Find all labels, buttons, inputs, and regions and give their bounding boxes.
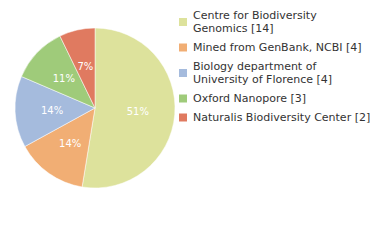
svg-text:14%: 14% <box>59 138 81 149</box>
svg-text:14%: 14% <box>41 105 63 116</box>
svg-text:Mined from GenBank, NCBI [4]: Mined from GenBank, NCBI [4] <box>193 41 362 54</box>
svg-text:Genomics [14]: Genomics [14] <box>193 22 274 35</box>
svg-text:11%: 11% <box>53 73 75 84</box>
svg-text:University of Florence [4]: University of Florence [4] <box>193 73 332 86</box>
svg-text:Naturalis Biodiversity Center: Naturalis Biodiversity Center [2] <box>193 111 370 124</box>
svg-text:7%: 7% <box>77 61 93 72</box>
svg-text:Biology department of: Biology department of <box>193 60 320 73</box>
svg-text:Centre for Biodiversity: Centre for Biodiversity <box>193 9 320 22</box>
svg-text:51%: 51% <box>127 106 149 117</box>
svg-text:Oxford Nanopore [3]: Oxford Nanopore [3] <box>193 92 306 105</box>
